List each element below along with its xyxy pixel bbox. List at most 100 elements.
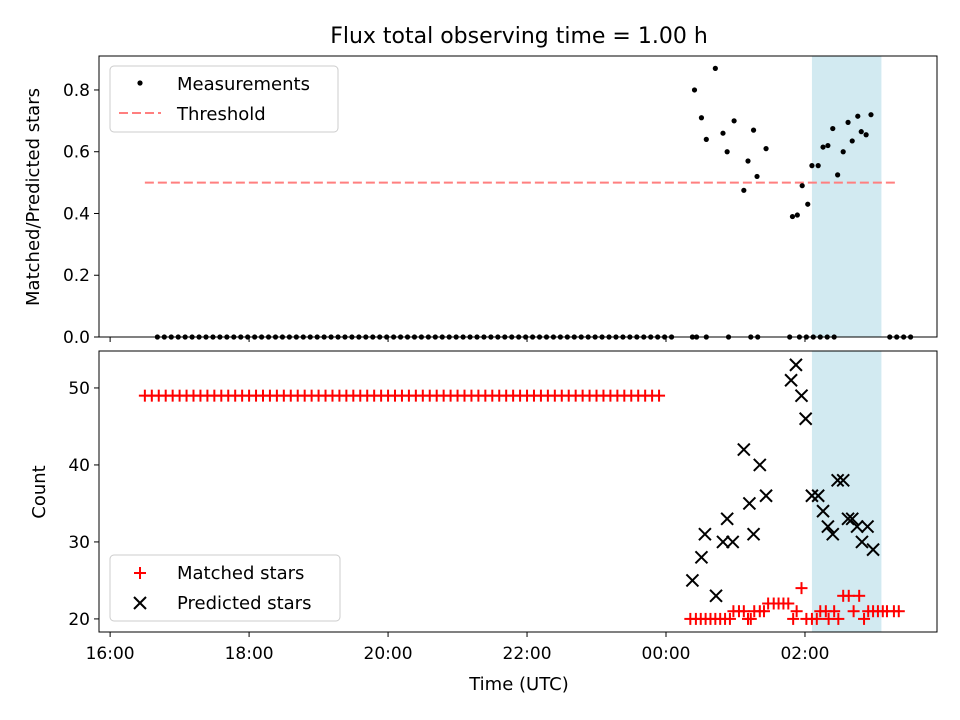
- measurement-point: [845, 119, 851, 125]
- x-tick-label: 02:00: [780, 644, 829, 664]
- matched-star-point: [858, 612, 871, 625]
- legend-predicted-label: Predicted stars: [177, 593, 311, 614]
- y-tick-label: 0.4: [63, 204, 90, 224]
- measurement-point: [868, 112, 874, 118]
- predicted-star-point: [726, 535, 740, 549]
- measurement-point: [855, 113, 861, 119]
- top-axes-frame: [98, 55, 938, 338]
- predicted-star-point: [850, 519, 864, 534]
- predicted-star-point: [709, 589, 723, 603]
- measurement-point: [835, 172, 841, 178]
- y-tick-label: 0.8: [63, 81, 90, 101]
- y-tick-label: 0.6: [63, 143, 90, 163]
- predicted-star-point: [826, 527, 840, 541]
- x-tick-label: 16:00: [86, 644, 135, 664]
- measurement-point: [745, 158, 751, 164]
- measurement-point: [720, 130, 726, 136]
- measurement-point: [820, 144, 826, 150]
- top-y-axis-label: Matched/Predicted stars: [23, 88, 44, 306]
- matched-star-point: [892, 605, 905, 618]
- matched-star-point: [810, 612, 823, 625]
- measurement-point: [703, 136, 709, 142]
- shaded-span-rect: [811, 56, 882, 337]
- bottom-y-axis-label: Count: [29, 465, 50, 518]
- matched-star-point: [853, 589, 866, 602]
- measurement-point: [825, 142, 831, 149]
- predicted-star-point: [860, 519, 875, 534]
- legend-matched-label: Matched stars: [177, 563, 304, 584]
- measurement-point: [731, 118, 737, 124]
- matched-star-point: [842, 589, 855, 602]
- predicted-star-point: [685, 573, 700, 588]
- measurement-point: [724, 149, 730, 155]
- measurement-point: [789, 213, 796, 220]
- matched-star-point: [757, 605, 770, 618]
- bottom-legend: Matched stars Predicted stars: [109, 554, 341, 622]
- bottom-axes-frame: [98, 350, 938, 633]
- predicted-star-point: [816, 504, 830, 518]
- predicted-star-point: [855, 535, 869, 549]
- measurement-point: [741, 187, 747, 193]
- predicted-star-point: [759, 489, 773, 503]
- bottom-x-ticks: 16:00 18:00 20:00 22:00 00:00 02:00: [86, 632, 829, 664]
- y-tick-label: 20: [68, 610, 90, 630]
- y-tick-label: 40: [68, 456, 90, 476]
- measurement-point: [815, 163, 821, 169]
- matched-star-point: [723, 612, 736, 625]
- measurement-point: [712, 65, 718, 71]
- y-tick-label: 30: [68, 533, 90, 553]
- matched-star-point: [790, 605, 803, 618]
- y-tick-label: 50: [68, 379, 90, 399]
- legend-matched-marker: [134, 567, 146, 579]
- bottom-y-ticks: 20 30 40 50: [68, 379, 99, 630]
- measurement-point: [794, 212, 800, 218]
- legend-measurements-marker: [137, 80, 143, 86]
- predicted-star-point: [794, 388, 809, 403]
- predicted-star-point: [698, 527, 712, 541]
- x-tick-label: 20:00: [364, 644, 413, 664]
- x-tick-label: 22:00: [503, 644, 552, 664]
- y-tick-label: 0.0: [63, 328, 90, 348]
- matched-star-point: [653, 389, 666, 402]
- measurement-point: [863, 132, 869, 138]
- predicted-star-point: [716, 535, 730, 549]
- x-tick-label: 18:00: [225, 644, 274, 664]
- figure-title: Flux total observing time = 1.00 h: [330, 24, 708, 49]
- measurement-point: [830, 125, 836, 132]
- measurement-point: [840, 149, 846, 155]
- predicted-star-point: [720, 512, 734, 526]
- measurement-point: [763, 146, 769, 152]
- bottom-plot-area: [138, 358, 905, 625]
- predicted-star-point: [742, 496, 757, 511]
- predicted-star-point: [830, 473, 845, 488]
- measurement-point: [809, 163, 815, 169]
- measurement-point: [698, 115, 705, 121]
- top-shaded-span: [811, 56, 882, 337]
- predicted-star-point: [821, 519, 835, 534]
- predicted-star-point: [845, 512, 859, 526]
- predicted-star-point: [805, 489, 819, 503]
- predicted-star-point: [836, 473, 850, 488]
- predicted-star-point: [866, 542, 880, 557]
- predicted-star-point: [784, 373, 798, 387]
- x-axis-label: Time (UTC): [468, 674, 569, 695]
- measurement-point: [750, 127, 757, 133]
- predicted-star-point: [694, 550, 709, 565]
- top-y-ticks: 0.0 0.2 0.4 0.6 0.8: [63, 81, 99, 348]
- measurement-point: [799, 183, 805, 189]
- measurement-point: [754, 173, 760, 180]
- y-tick-label: 0.2: [63, 266, 90, 286]
- top-x-ticks: [109, 337, 806, 342]
- matched-star-point: [832, 612, 845, 625]
- predicted-star-point: [811, 489, 825, 503]
- legend-predicted-marker: [133, 596, 147, 610]
- legend-measurements-label: Measurements: [177, 74, 310, 95]
- predicted-star-point: [789, 358, 803, 372]
- matched-star-point: [795, 582, 808, 595]
- legend-threshold-label: Threshold: [176, 104, 266, 125]
- x-tick-label: 00:00: [642, 644, 691, 664]
- matched-star-point: [847, 605, 860, 618]
- matched-star-point: [737, 605, 750, 618]
